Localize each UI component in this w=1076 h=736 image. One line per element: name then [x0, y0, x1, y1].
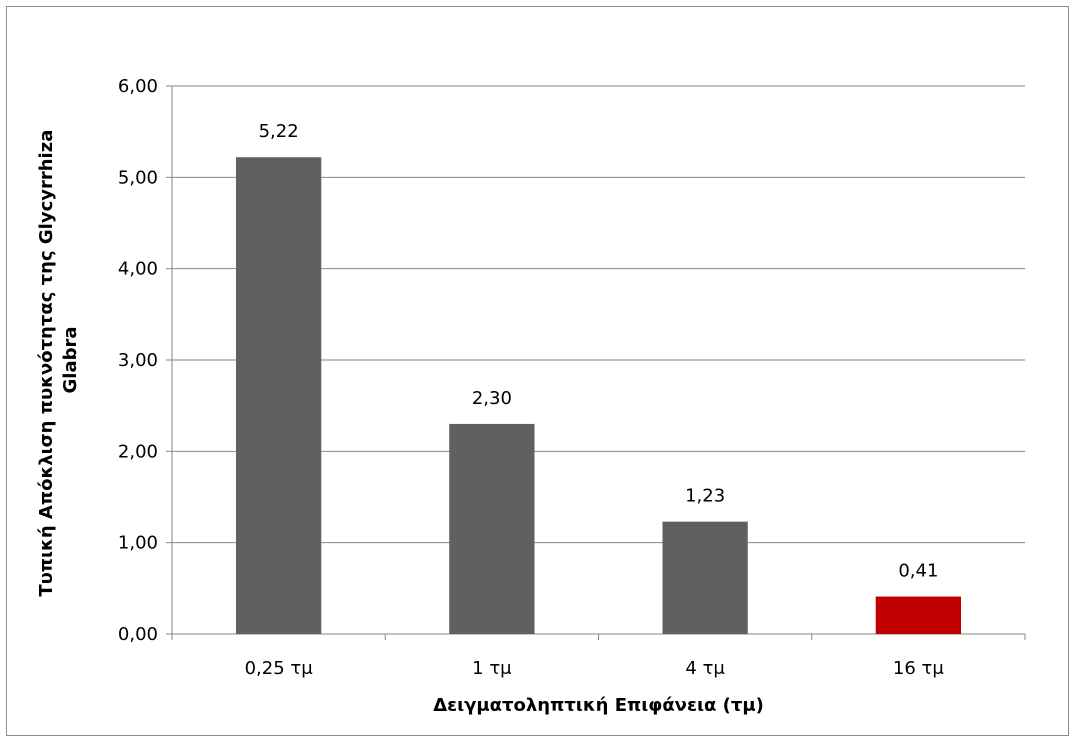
y-tick-label: 3,00: [118, 350, 158, 371]
bar: [449, 423, 535, 634]
data-label: 1,23: [685, 486, 725, 507]
y-tick-label: 4,00: [118, 259, 158, 280]
data-labels: 5,22 2,30 1,23 0,41: [259, 121, 939, 581]
y-axis-title-line1: Τυπική Απόκλιση πυκνότητας της Glycyrrhi…: [36, 130, 57, 597]
bar: [875, 596, 962, 634]
y-tick-label: 6,00: [118, 76, 158, 97]
y-tick-labels: 0,00 1,00 2,00 3,00 4,00 5,00 6,00: [118, 76, 158, 645]
y-tick-label: 0,00: [118, 624, 158, 645]
data-label: 2,30: [472, 388, 512, 409]
y-tick-label: 2,00: [118, 441, 158, 462]
x-tick-label: 16 τμ: [893, 658, 944, 679]
y-axis-title-line2: Glabra: [60, 327, 81, 394]
x-axis-title: Δειγματοληπτική Επιφάνεια (τμ): [433, 695, 764, 716]
x-tick-label: 0,25 τμ: [245, 658, 314, 679]
y-tick-label: 5,00: [118, 167, 158, 188]
bar: [235, 157, 322, 635]
x-tick-label: 4 τμ: [685, 658, 725, 679]
data-label: 0,41: [898, 561, 938, 582]
y-tick-label: 1,00: [118, 533, 158, 554]
x-tick-labels: 0,25 τμ 1 τμ 4 τμ 16 τμ: [245, 658, 945, 679]
y-axis-title: Τυπική Απόκλιση πυκνότητας της Glycyrrhi…: [36, 123, 81, 596]
x-tick-label: 1 τμ: [472, 658, 512, 679]
bars: [171, 157, 1026, 640]
bar: [662, 521, 748, 634]
data-label: 5,22: [259, 121, 299, 142]
